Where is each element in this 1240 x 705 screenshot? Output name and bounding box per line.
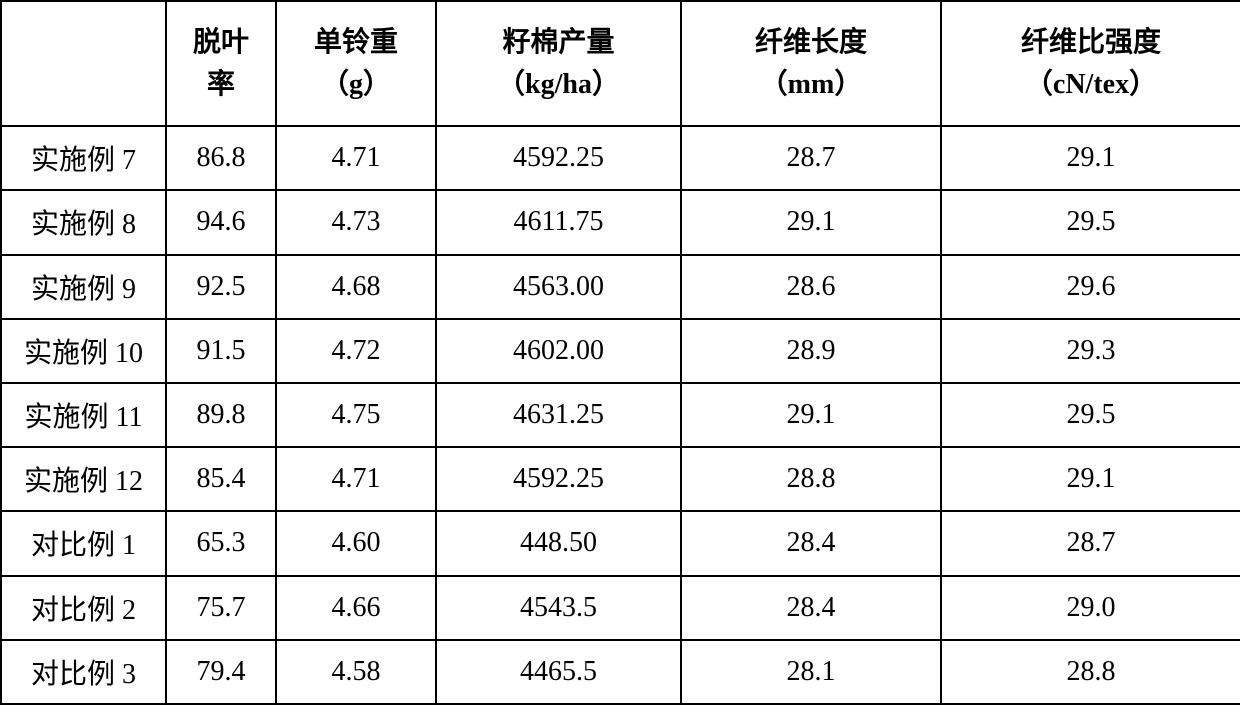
col-header-line2: （g）: [321, 69, 391, 100]
cell-value: 4563.00: [436, 255, 681, 319]
cell-value: 28.8: [681, 447, 941, 511]
row-label: 实施例 11: [1, 383, 166, 447]
col-header-line1: 单铃重: [314, 27, 398, 58]
col-header-line1: 纤维长度: [755, 27, 867, 58]
col-header-boll-weight: 单铃重 （g）: [276, 1, 436, 126]
table-row: 实施例 10 91.5 4.72 4602.00 28.9 29.3: [1, 319, 1240, 383]
table-row: 对比例 3 79.4 4.58 4465.5 28.1 28.8: [1, 640, 1240, 704]
cell-value: 86.8: [166, 126, 276, 190]
cell-value: 4.58: [276, 640, 436, 704]
cell-value: 28.1: [681, 640, 941, 704]
row-label: 实施例 10: [1, 319, 166, 383]
cell-value: 28.9: [681, 319, 941, 383]
cell-value: 91.5: [166, 319, 276, 383]
cell-value: 4.68: [276, 255, 436, 319]
col-header-fiber-strength: 纤维比强度 （cN/tex）: [941, 1, 1240, 126]
row-label: 对比例 3: [1, 640, 166, 704]
cell-value: 4.73: [276, 190, 436, 254]
col-header-fiber-length: 纤维长度 （mm）: [681, 1, 941, 126]
table-row: 实施例 9 92.5 4.68 4563.00 28.6 29.6: [1, 255, 1240, 319]
row-label: 实施例 9: [1, 255, 166, 319]
cell-value: 29.3: [941, 319, 1240, 383]
cell-value: 28.8: [941, 640, 1240, 704]
cell-value: 92.5: [166, 255, 276, 319]
cell-value: 4592.25: [436, 126, 681, 190]
cell-value: 28.7: [681, 126, 941, 190]
col-header-line1: 籽棉产量: [502, 27, 614, 58]
cell-value: 29.5: [941, 190, 1240, 254]
row-label: 实施例 7: [1, 126, 166, 190]
cell-value: 29.5: [941, 383, 1240, 447]
table-header-row: 脱叶 率 单铃重 （g） 籽棉产量 （kg/ha） 纤维长度 （mm） 纤维比强…: [1, 1, 1240, 126]
cell-value: 89.8: [166, 383, 276, 447]
table-row: 实施例 8 94.6 4.73 4611.75 29.1 29.5: [1, 190, 1240, 254]
cell-value: 4.71: [276, 126, 436, 190]
cell-value: 28.4: [681, 576, 941, 640]
cell-value: 79.4: [166, 640, 276, 704]
cell-value: 75.7: [166, 576, 276, 640]
cell-value: 4543.5: [436, 576, 681, 640]
col-header-line2: （mm）: [760, 69, 863, 100]
cell-value: 28.4: [681, 511, 941, 575]
row-label: 对比例 2: [1, 576, 166, 640]
cell-value: 29.1: [681, 190, 941, 254]
table-row: 对比例 1 65.3 4.60 448.50 28.4 28.7: [1, 511, 1240, 575]
cell-value: 4.75: [276, 383, 436, 447]
cell-value: 4.71: [276, 447, 436, 511]
cell-value: 4592.25: [436, 447, 681, 511]
cell-value: 28.7: [941, 511, 1240, 575]
cell-value: 4465.5: [436, 640, 681, 704]
col-header-blank: [1, 1, 166, 126]
cell-value: 4.60: [276, 511, 436, 575]
data-table: 脱叶 率 单铃重 （g） 籽棉产量 （kg/ha） 纤维长度 （mm） 纤维比强…: [0, 0, 1240, 705]
cell-value: 94.6: [166, 190, 276, 254]
table-row: 实施例 12 85.4 4.71 4592.25 28.8 29.1: [1, 447, 1240, 511]
col-header-line2: （cN/tex）: [1025, 69, 1157, 100]
cell-value: 29.6: [941, 255, 1240, 319]
cell-value: 4.72: [276, 319, 436, 383]
cell-value: 85.4: [166, 447, 276, 511]
cell-value: 4602.00: [436, 319, 681, 383]
cell-value: 29.1: [941, 447, 1240, 511]
row-label: 对比例 1: [1, 511, 166, 575]
table-row: 实施例 7 86.8 4.71 4592.25 28.7 29.1: [1, 126, 1240, 190]
cell-value: 29.1: [681, 383, 941, 447]
cell-value: 29.0: [941, 576, 1240, 640]
table-row: 对比例 2 75.7 4.66 4543.5 28.4 29.0: [1, 576, 1240, 640]
table-row: 实施例 11 89.8 4.75 4631.25 29.1 29.5: [1, 383, 1240, 447]
row-label: 实施例 8: [1, 190, 166, 254]
cell-value: 4.66: [276, 576, 436, 640]
cell-value: 29.1: [941, 126, 1240, 190]
row-label: 实施例 12: [1, 447, 166, 511]
col-header-line1: 脱叶: [193, 27, 249, 58]
cell-value: 28.6: [681, 255, 941, 319]
col-header-line2: （kg/ha）: [497, 69, 620, 100]
cell-value: 65.3: [166, 511, 276, 575]
cell-value: 448.50: [436, 511, 681, 575]
col-header-seed-cotton-yield: 籽棉产量 （kg/ha）: [436, 1, 681, 126]
cell-value: 4631.25: [436, 383, 681, 447]
col-header-line2: 率: [207, 69, 235, 100]
col-header-defoliation-rate: 脱叶 率: [166, 1, 276, 126]
col-header-line1: 纤维比强度: [1021, 27, 1161, 58]
cell-value: 4611.75: [436, 190, 681, 254]
